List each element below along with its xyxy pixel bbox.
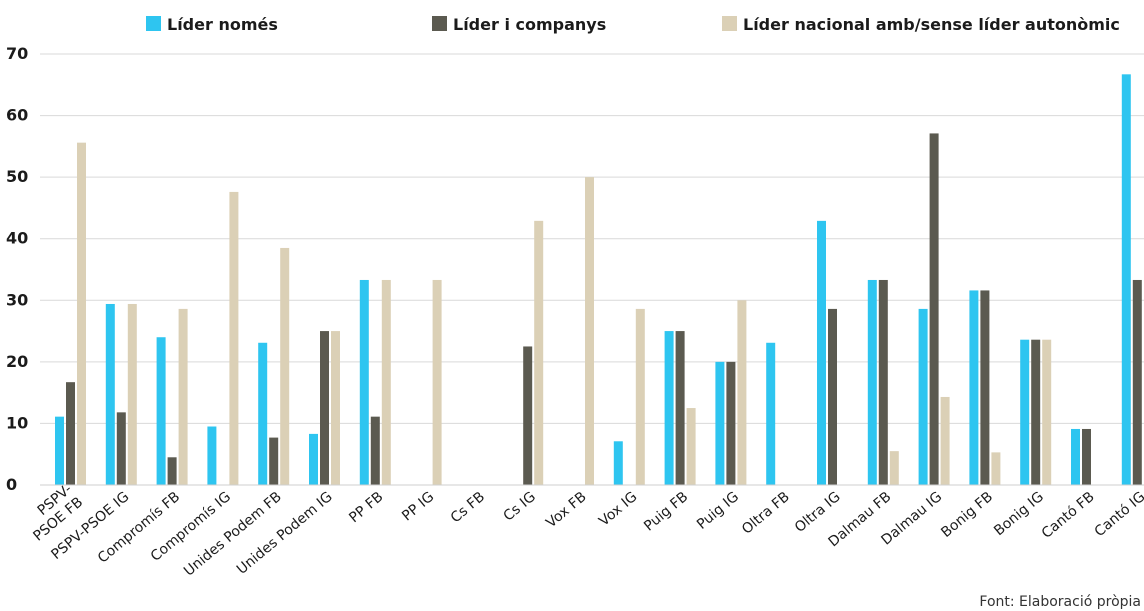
bar-2 [726, 361, 736, 485]
bar-2 [523, 346, 533, 485]
y-tick-label: 70 [6, 44, 28, 63]
bar-3 [889, 451, 899, 485]
legend-swatch [722, 16, 737, 31]
bar-1 [817, 220, 826, 485]
bar-3 [737, 300, 747, 485]
bar-2 [878, 279, 888, 485]
x-tick-label: Unides Podem IG [234, 489, 336, 578]
bar-2 [269, 437, 279, 485]
y-axis-ticks: 0 10 20 30 40 50 60 70 [6, 44, 28, 494]
bar-1 [1071, 428, 1080, 485]
bar-2 [828, 308, 837, 485]
bar-2 [1082, 428, 1091, 485]
bar-1 [1020, 339, 1030, 485]
bar-3 [585, 177, 594, 485]
bar-3 [331, 331, 340, 485]
legend-label: Líder nacional amb/sense líder autonòmic [743, 15, 1120, 34]
bar-1 [918, 308, 928, 485]
x-tick-label: Puig FB [641, 489, 691, 535]
y-tick-label: 40 [6, 229, 28, 248]
source-note: Font: Elaboració pròpia [979, 594, 1141, 610]
y-tick-label: 20 [6, 352, 28, 371]
legend-label: Líder i companys [453, 15, 606, 34]
bar-1 [664, 331, 674, 485]
bar-2 [320, 331, 329, 485]
bar-3 [1042, 339, 1052, 485]
bar-1 [156, 337, 166, 485]
bar-3 [432, 279, 442, 485]
x-tick-label: Bonig FB [938, 489, 996, 541]
y-tick-label: 0 [6, 475, 17, 494]
bar-1 [969, 290, 979, 485]
bar-1 [613, 441, 623, 485]
bar-3 [280, 247, 290, 485]
x-tick-label: Puig IG [694, 489, 742, 533]
bar-2 [980, 290, 990, 485]
bar-2 [370, 416, 380, 485]
bar-1 [715, 361, 725, 485]
y-tick-label: 50 [6, 167, 28, 186]
bar-3 [991, 452, 1001, 485]
bar-2 [167, 457, 177, 485]
legend-swatch [432, 16, 447, 31]
bar-3 [940, 396, 950, 485]
bar-1 [258, 342, 268, 485]
bar-1 [359, 279, 369, 485]
bar-3 [381, 279, 391, 485]
bar-1 [1121, 74, 1131, 485]
x-tick-label: PP IG [399, 489, 437, 525]
x-tick-label: Oltra FB [739, 489, 793, 538]
bar-1 [867, 279, 877, 485]
bar-1 [766, 342, 776, 485]
bar-3 [635, 308, 645, 485]
bar-3 [178, 308, 188, 485]
y-tick-label: 60 [6, 106, 28, 125]
x-tick-label: Bonig IG [991, 489, 1047, 539]
bar-1 [207, 426, 217, 485]
x-tick-label: Vox IG [596, 489, 640, 530]
bar-2 [66, 382, 75, 485]
bar-2 [116, 412, 126, 485]
y-tick-label: 10 [6, 413, 28, 432]
bar-2 [675, 331, 685, 485]
bar-2 [1031, 339, 1041, 485]
x-tick-label: Unides Podem FB [181, 489, 285, 580]
x-tick-label: Cs IG [501, 489, 539, 525]
bar-1 [55, 416, 64, 485]
bar-3 [127, 303, 137, 485]
y-tick-label: 30 [6, 290, 28, 309]
legend-label: Líder només [167, 15, 278, 34]
bar-3 [534, 220, 544, 485]
legend: Líder només Líder i companys Líder naciona… [146, 15, 1120, 34]
bar-3 [229, 191, 239, 486]
legend-swatch [146, 16, 161, 31]
bar-1 [105, 303, 115, 485]
bar-series [55, 74, 1142, 486]
x-tick-label: PP FB [346, 489, 386, 526]
x-tick-label: Cantó FB [1039, 489, 1098, 542]
bar-2 [929, 133, 939, 486]
bar-3 [686, 408, 696, 485]
bar-2 [1132, 279, 1142, 485]
x-tick-label: Vox FB [543, 489, 589, 531]
x-tick-label: Cs FB [448, 489, 488, 526]
x-tick-label: Cantó IG [1092, 489, 1144, 540]
bar-3 [77, 142, 86, 486]
bar-1 [309, 433, 318, 485]
